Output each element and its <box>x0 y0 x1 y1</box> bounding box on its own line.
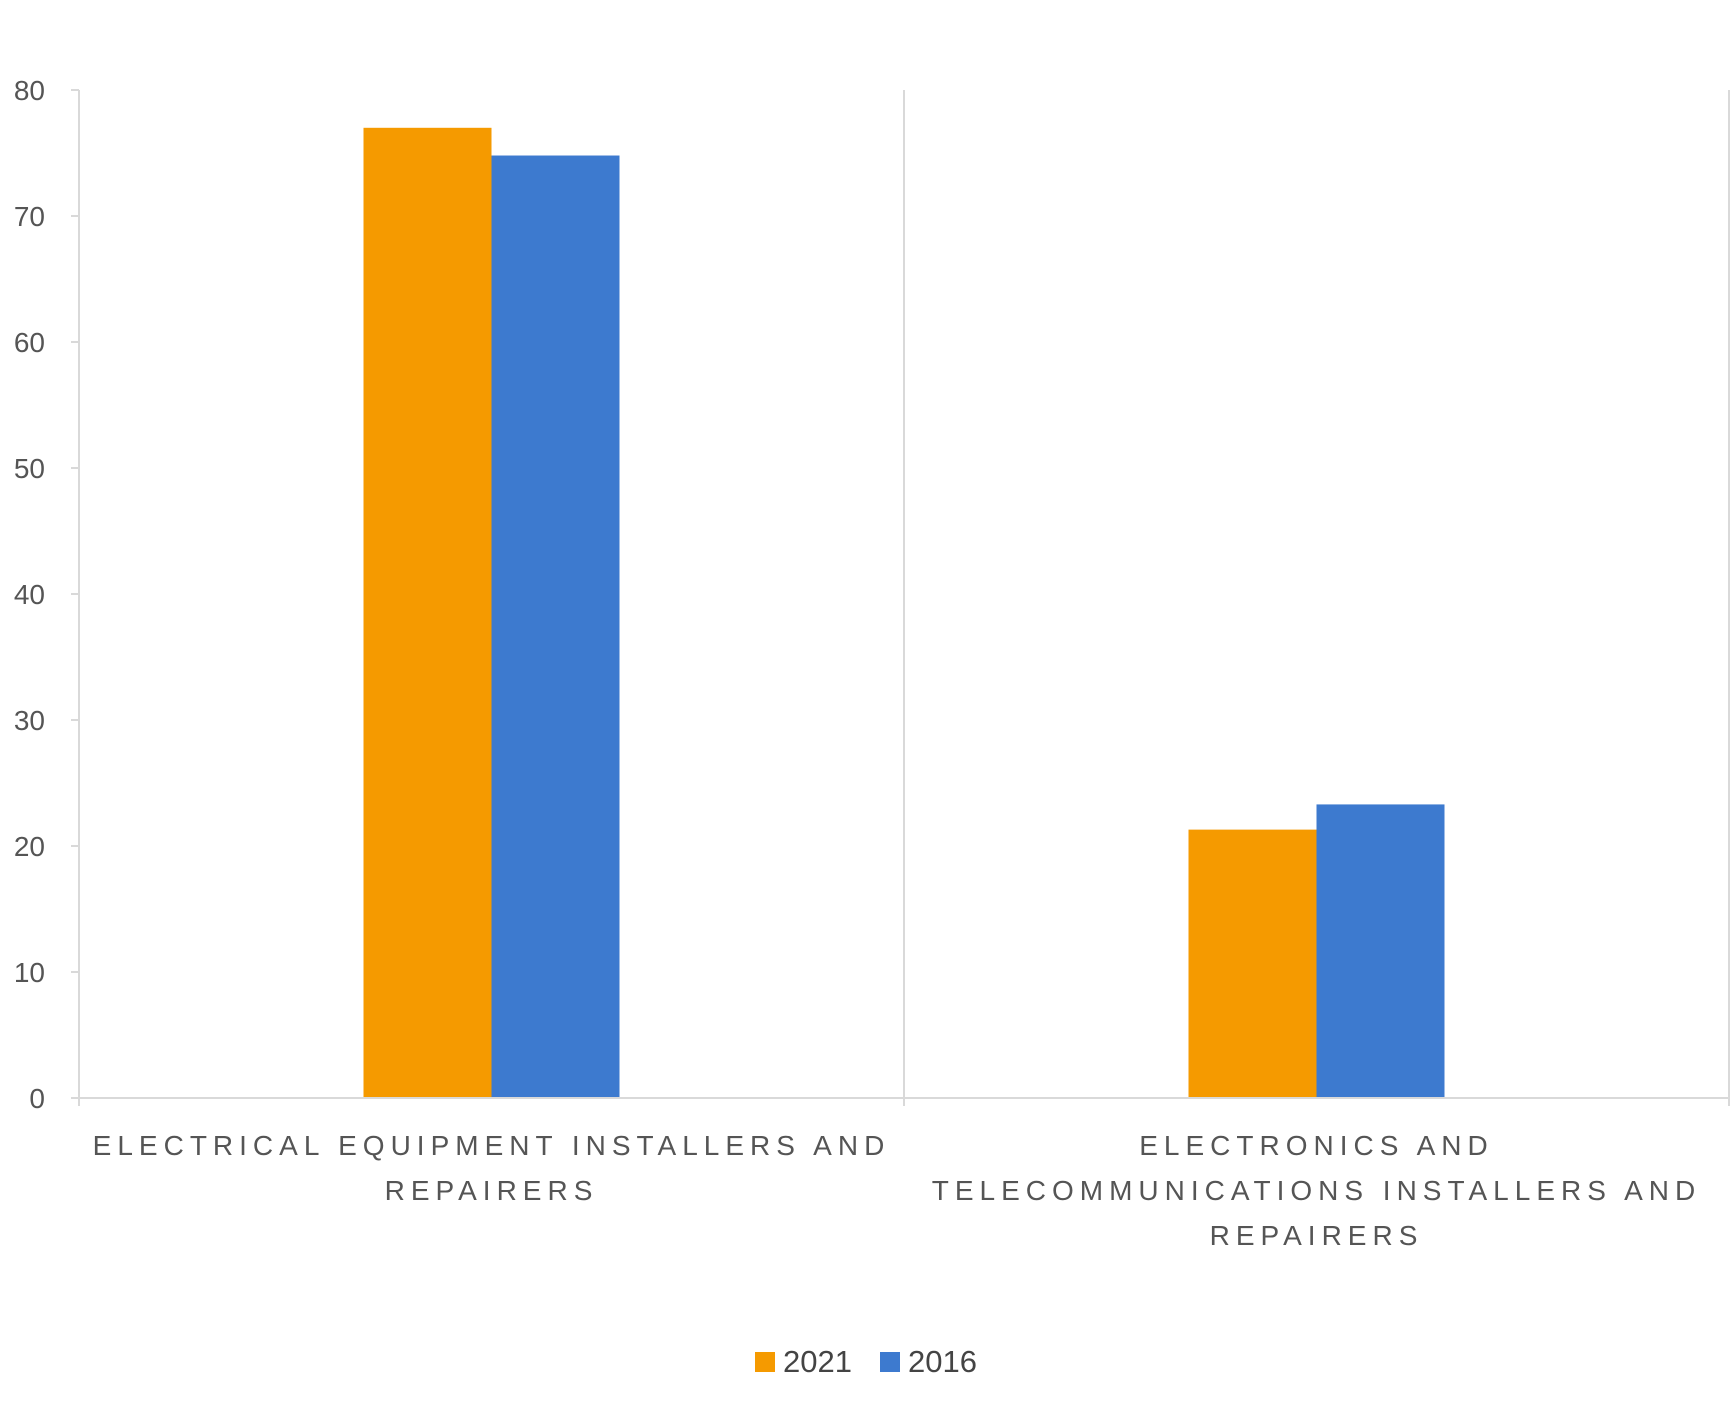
bar-2016-category-2[interactable] <box>1316 804 1445 1098</box>
category-label: ELECTRONICS AND TELECOMMUNICATIONS INSTAL… <box>932 1130 1702 1251</box>
category-labels: ELECTRICAL EQUIPMENT INSTALLERS AND REPAI… <box>93 1130 1702 1251</box>
bar-2021-category-2[interactable] <box>1188 829 1317 1098</box>
legend-swatch-2021 <box>755 1352 776 1372</box>
y-tick-label: 20 <box>14 831 45 862</box>
legend-label-2016: 2016 <box>908 1344 977 1379</box>
y-axis-ticks: 0 10 20 30 40 50 60 70 80 <box>14 75 79 1114</box>
y-tick-label: 0 <box>29 1083 45 1114</box>
bars <box>363 127 1445 1099</box>
bar-2016-category-1[interactable] <box>491 155 620 1098</box>
y-tick-label: 70 <box>14 201 45 232</box>
legend-item-2021[interactable]: 2021 <box>755 1344 852 1380</box>
y-tick-label: 50 <box>14 453 45 484</box>
legend: 2021 2016 <box>0 1344 1732 1380</box>
y-tick-label: 30 <box>14 705 45 736</box>
y-tick-label: 10 <box>14 957 45 988</box>
category-dividers <box>903 90 1730 1106</box>
y-tick-label: 60 <box>14 327 45 358</box>
category-label: ELECTRICAL EQUIPMENT INSTALLERS AND REPAI… <box>93 1130 891 1206</box>
y-tick-label: 80 <box>14 75 45 106</box>
legend-swatch-2016 <box>880 1352 900 1372</box>
y-tick-label: 40 <box>14 579 45 610</box>
legend-label-2021: 2021 <box>783 1344 852 1379</box>
bar-2021-category-1[interactable] <box>363 127 492 1099</box>
legend-item-2016[interactable]: 2016 <box>880 1344 977 1380</box>
